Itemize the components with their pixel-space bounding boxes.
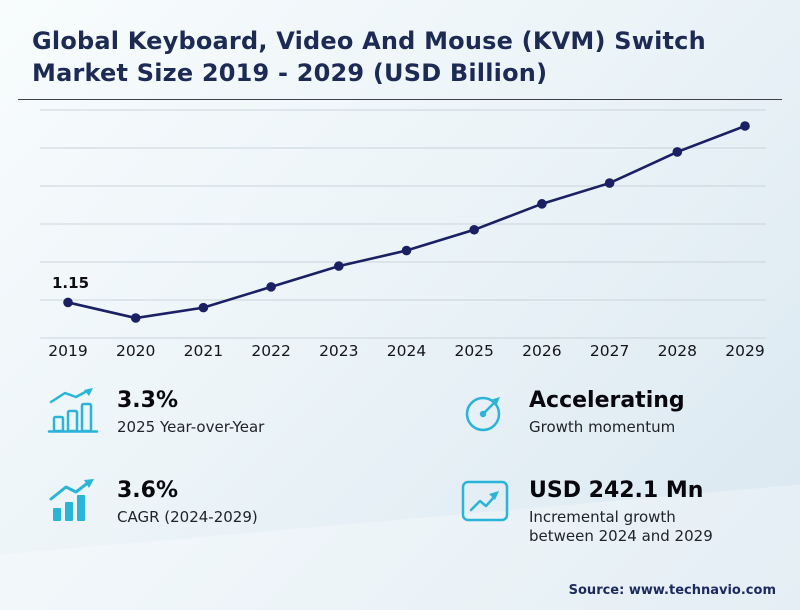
market-line-chart: 1.15 2019 2020 2021 2022 2023 2024 2025 2026 202… (30, 106, 770, 371)
stat-label: Incremental growth between 2024 and 2029 (529, 507, 713, 546)
bar-growth-icon (45, 386, 101, 436)
stat-value: 3.3% (117, 388, 179, 413)
stat-text: 3.3% 2025 Year-over-Year (117, 386, 264, 438)
bars-trend-icon (45, 476, 101, 526)
header: Global Keyboard, Video And Mouse (KVM) S… (32, 26, 706, 89)
stat-incremental: USD 242.1 Mn Incremental growth between … (442, 476, 775, 547)
source-credit: Source: www.technavio.com (568, 583, 776, 598)
stat-momentum: Accelerating Growth momentum (442, 386, 775, 438)
stat-value: Accelerating (529, 388, 685, 413)
stat-cagr: 3.6% CAGR (2024-2029) (30, 476, 442, 547)
title-line-2: Market Size 2019 - 2029 (USD Billion) (32, 58, 548, 87)
stat-text: 3.6% CAGR (2024-2029) (117, 476, 258, 528)
stats-grid: 3.3% 2025 Year-over-Year Accelerating Gr… (30, 386, 775, 547)
stat-value: USD 242.1 Mn (529, 477, 704, 503)
stat-value: 3.6% (117, 477, 179, 503)
line-chart-svg (40, 109, 766, 339)
chart-box-icon (457, 476, 513, 526)
stat-yoy: 3.3% 2025 Year-over-Year (30, 386, 442, 438)
stat-text: USD 242.1 Mn Incremental growth between … (529, 476, 744, 547)
stat-label: Growth momentum (529, 418, 676, 436)
title-divider (18, 99, 782, 100)
data-label-2019: 1.15 (52, 274, 90, 293)
title-line-1: Global Keyboard, Video And Mouse (KVM) S… (32, 27, 706, 55)
stat-text: Accelerating Growth momentum (529, 386, 685, 438)
gauge-icon (457, 386, 513, 436)
stat-label: CAGR (2024-2029) (117, 507, 258, 526)
stat-label: 2025 Year-over-Year (117, 418, 265, 436)
page-title: Global Keyboard, Video And Mouse (KVM) S… (32, 26, 706, 89)
